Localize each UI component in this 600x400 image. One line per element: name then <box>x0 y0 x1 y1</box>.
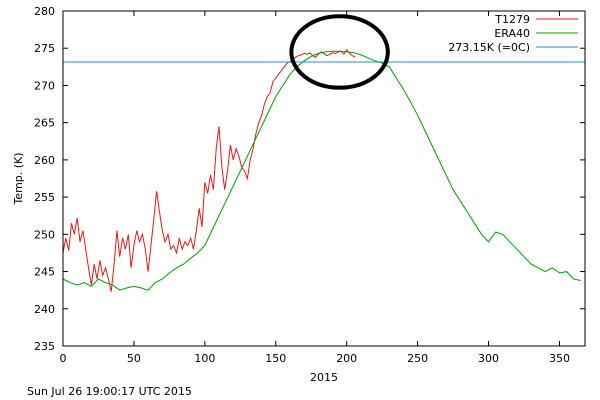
annotation-layer <box>289 14 390 90</box>
y-tick-label: 235 <box>34 340 55 353</box>
x-tick-label: 50 <box>127 352 141 365</box>
y-tick-label: 275 <box>34 42 55 55</box>
footer-timestamp: Sun Jul 26 19:00:17 UTC 2015 <box>27 385 192 398</box>
legend-label-2: 273.15K (=0C) <box>448 41 530 54</box>
legend-label-1: ERA40 <box>494 27 530 40</box>
y-tick-label: 245 <box>34 266 55 279</box>
x-tick-label: 300 <box>478 352 499 365</box>
y-tick-label: 255 <box>34 191 55 204</box>
series-line-0 <box>62 48 356 292</box>
y-tick-label: 250 <box>34 228 55 241</box>
tick-layer: 0 50 100 150 200 250 300 350 235 240 245 250 255 260 2… <box>34 5 585 365</box>
plot-frame <box>62 10 586 347</box>
y-tick-label: 260 <box>34 154 55 167</box>
y-tick-label: 240 <box>34 303 55 316</box>
x-tick-label: 250 <box>407 352 428 365</box>
series-line-1 <box>62 50 581 291</box>
y-tick-label: 265 <box>34 117 55 130</box>
x-axis-label: 2015 <box>310 371 338 384</box>
y-axis-label: Temp. (K) <box>12 152 25 205</box>
highlight-ellipse <box>289 14 390 90</box>
x-tick-label: 100 <box>194 352 215 365</box>
x-tick-label: 0 <box>60 352 67 365</box>
y-tick-label: 280 <box>34 5 55 18</box>
x-tick-label: 150 <box>265 352 286 365</box>
y-tick-label: 270 <box>34 79 55 92</box>
x-tick-label: 350 <box>549 352 570 365</box>
x-tick-label: 200 <box>336 352 357 365</box>
series-layer <box>62 48 585 292</box>
legend-label-0: T1279 <box>494 13 530 26</box>
